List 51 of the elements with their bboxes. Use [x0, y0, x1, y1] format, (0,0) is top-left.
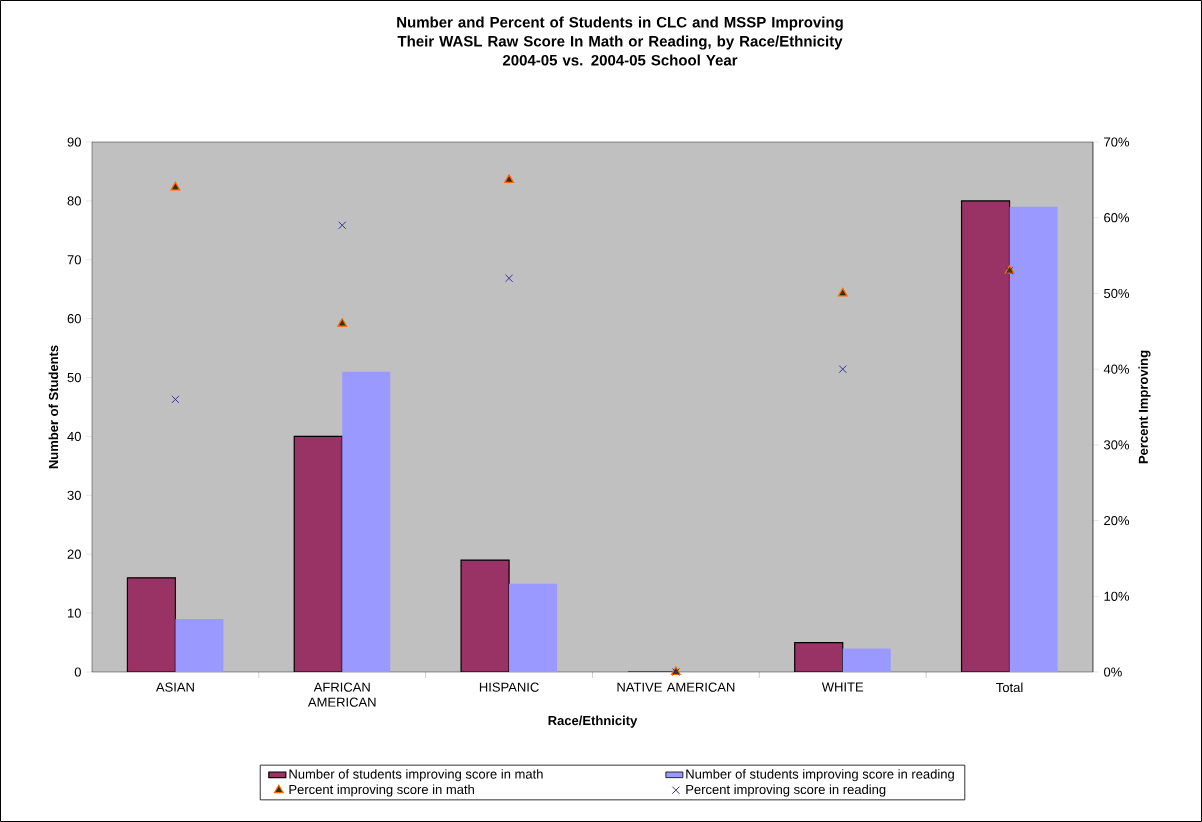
point — [171, 395, 180, 404]
bar — [293, 435, 343, 672]
legend-label: Percent improving score in math — [289, 784, 474, 797]
y-tick-label: 40 — [67, 431, 81, 442]
y2-tick-label: 20% — [1104, 515, 1130, 526]
point — [338, 221, 347, 230]
x-tick-label: WHITE — [821, 682, 864, 692]
bar — [509, 583, 558, 672]
point — [838, 365, 847, 374]
x-tick-label: Total — [996, 682, 1023, 693]
y2-tick-label: 60% — [1104, 213, 1130, 223]
chart-title: Number and Percent of Students in CLC and MSSP Improving Their WASL Raw Score In Math or Reading, by Race/Ethnicity — [397, 16, 843, 50]
chart-subtitle: 2004-05 vs. 2004-05 School Year — [502, 54, 738, 66]
y2-tick-label: 0% — [1104, 667, 1122, 677]
legend-label: Number of students improving score in math — [289, 769, 543, 782]
y2-tick-label: 50% — [1104, 288, 1130, 299]
bar — [342, 371, 391, 672]
bar — [794, 641, 844, 672]
y-tick-label: 90 — [67, 137, 81, 147]
bar — [460, 559, 510, 672]
bar — [842, 648, 891, 672]
point — [170, 181, 181, 191]
y-tick-label: 10 — [67, 608, 81, 618]
y2-axis-title: Percent Improving — [1138, 350, 1151, 464]
y-tick-label: 60 — [67, 314, 81, 324]
x-tick-label: ASIAN — [155, 682, 194, 692]
bar — [960, 200, 1011, 672]
legend-label: Percent improving score in reading — [686, 784, 886, 797]
y2-tick-label: 40% — [1103, 364, 1130, 374]
bar — [175, 619, 224, 672]
point — [337, 318, 348, 327]
legend-label: Number of students improving score in reading — [686, 769, 954, 782]
y-tick-label: 80 — [67, 196, 81, 206]
y-tick-label: 20 — [67, 549, 81, 559]
x-tick-label: HISPANIC — [479, 682, 539, 692]
y2-tick-label: 10% — [1104, 591, 1130, 601]
x-tick-label: AFRICAN AMERICAN — [307, 682, 376, 707]
y-tick-label: 70 — [67, 255, 81, 265]
y-tick-label: 0 — [74, 667, 81, 677]
y-tick-label: 30 — [67, 490, 81, 500]
y-axis-title: Number of Students — [48, 345, 59, 469]
x-axis-title: Race/Ethnicity — [548, 715, 638, 728]
y2-tick-label: 30% — [1103, 440, 1130, 450]
y2-tick-label: 70% — [1104, 137, 1130, 147]
bar — [1009, 206, 1058, 672]
x-tick-label: NATIVE AMERICAN — [617, 682, 735, 692]
y-tick-label: 50 — [67, 372, 81, 383]
bar — [126, 577, 177, 672]
point — [837, 287, 848, 297]
point — [505, 274, 514, 283]
point — [504, 174, 514, 183]
